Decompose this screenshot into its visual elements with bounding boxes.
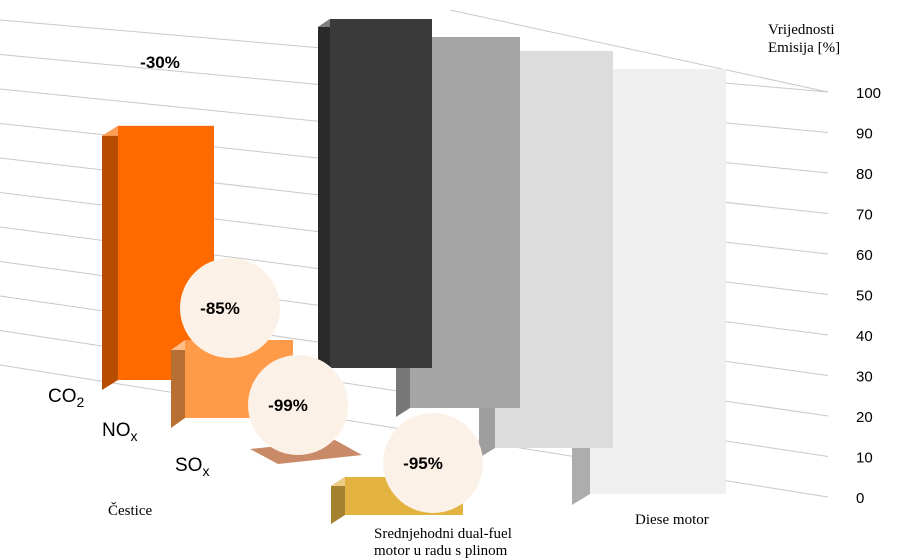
series-label-diesel: Diese motor <box>635 512 709 528</box>
y-tick-label: 50 <box>856 288 873 305</box>
y-tick-label: 60 <box>856 247 873 264</box>
y-tick-label: 90 <box>856 126 873 143</box>
reduction-badge <box>383 413 483 513</box>
reduction-label: -85% <box>200 299 240 318</box>
y-tick-label: 100 <box>856 85 881 102</box>
y-tick-label: 40 <box>856 328 873 345</box>
bar-side <box>171 340 185 428</box>
y-tick-label: 70 <box>856 207 873 224</box>
reduction-label: -30% <box>140 53 180 72</box>
series-label-line: Srednjehodni dual-fuel <box>374 526 512 542</box>
category-label: NOx <box>102 420 138 444</box>
bar-side <box>331 477 345 524</box>
category-subscript: x <box>131 428 138 444</box>
bar-side <box>102 125 118 391</box>
bar-front <box>330 19 432 368</box>
category-label: Čestice <box>108 502 152 519</box>
y-tick-label: 10 <box>856 450 873 467</box>
labels: -30% -85% -99% -95% CO2 NOx SOx Čestice Vrijedno… <box>48 22 840 559</box>
reduction-label: -99% <box>268 396 308 415</box>
reduction-badge <box>180 258 280 358</box>
y-axis-title-line: Emisija [%] <box>768 40 840 56</box>
grid-back-edge <box>449 9 829 93</box>
y-axis-title: Vrijednosti Emisija [%] <box>768 22 840 56</box>
category-label: SOx <box>175 455 209 479</box>
reduction-label: -95% <box>403 454 443 473</box>
y-tick-label: 80 <box>856 166 873 183</box>
category-subscript: 2 <box>77 394 85 410</box>
y-tick-label: 30 <box>856 369 873 386</box>
category-label: CO2 <box>48 386 85 410</box>
bars <box>102 19 726 524</box>
category-subscript: x <box>202 463 209 479</box>
y-tick-label: 20 <box>856 409 873 426</box>
series-label-gas: Srednjehodni dual-fuel motor u radu s pli… <box>374 526 512 559</box>
series-label-line: motor u radu s plinom <box>374 543 508 559</box>
y-tick-label: 0 <box>856 490 864 507</box>
y-axis-ticks: 0 10 20 30 40 50 60 70 80 90 100 <box>856 85 881 507</box>
bar-side <box>318 19 330 376</box>
y-axis-title-line: Vrijednosti <box>768 22 835 38</box>
diesel-bar <box>318 19 432 376</box>
reduction-badge <box>248 355 348 455</box>
